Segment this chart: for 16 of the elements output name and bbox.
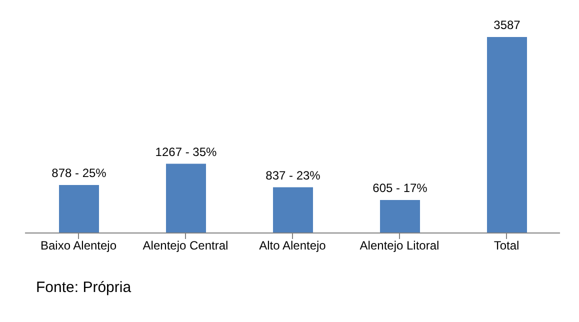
bar (273, 187, 313, 233)
data-label: 878 - 25% (52, 166, 107, 180)
source-note: Fonte: Própria (36, 279, 132, 296)
x-tick-label: Alentejo Litoral (360, 238, 440, 253)
x-tick-label: Alto Alentejo (259, 238, 326, 253)
x-tick-label: Alentejo Central (142, 238, 228, 253)
data-label: 837 - 23% (266, 168, 321, 182)
x-tick-label: Baixo Alentejo (40, 238, 117, 253)
data-label: 3587 (494, 18, 521, 32)
bar (380, 200, 420, 233)
x-tick-label: Total (494, 238, 520, 253)
bar (59, 185, 99, 233)
bar (487, 37, 527, 233)
data-label: 1267 - 35% (155, 144, 218, 159)
data-label: 605 - 17% (372, 180, 428, 195)
bar (166, 164, 206, 233)
